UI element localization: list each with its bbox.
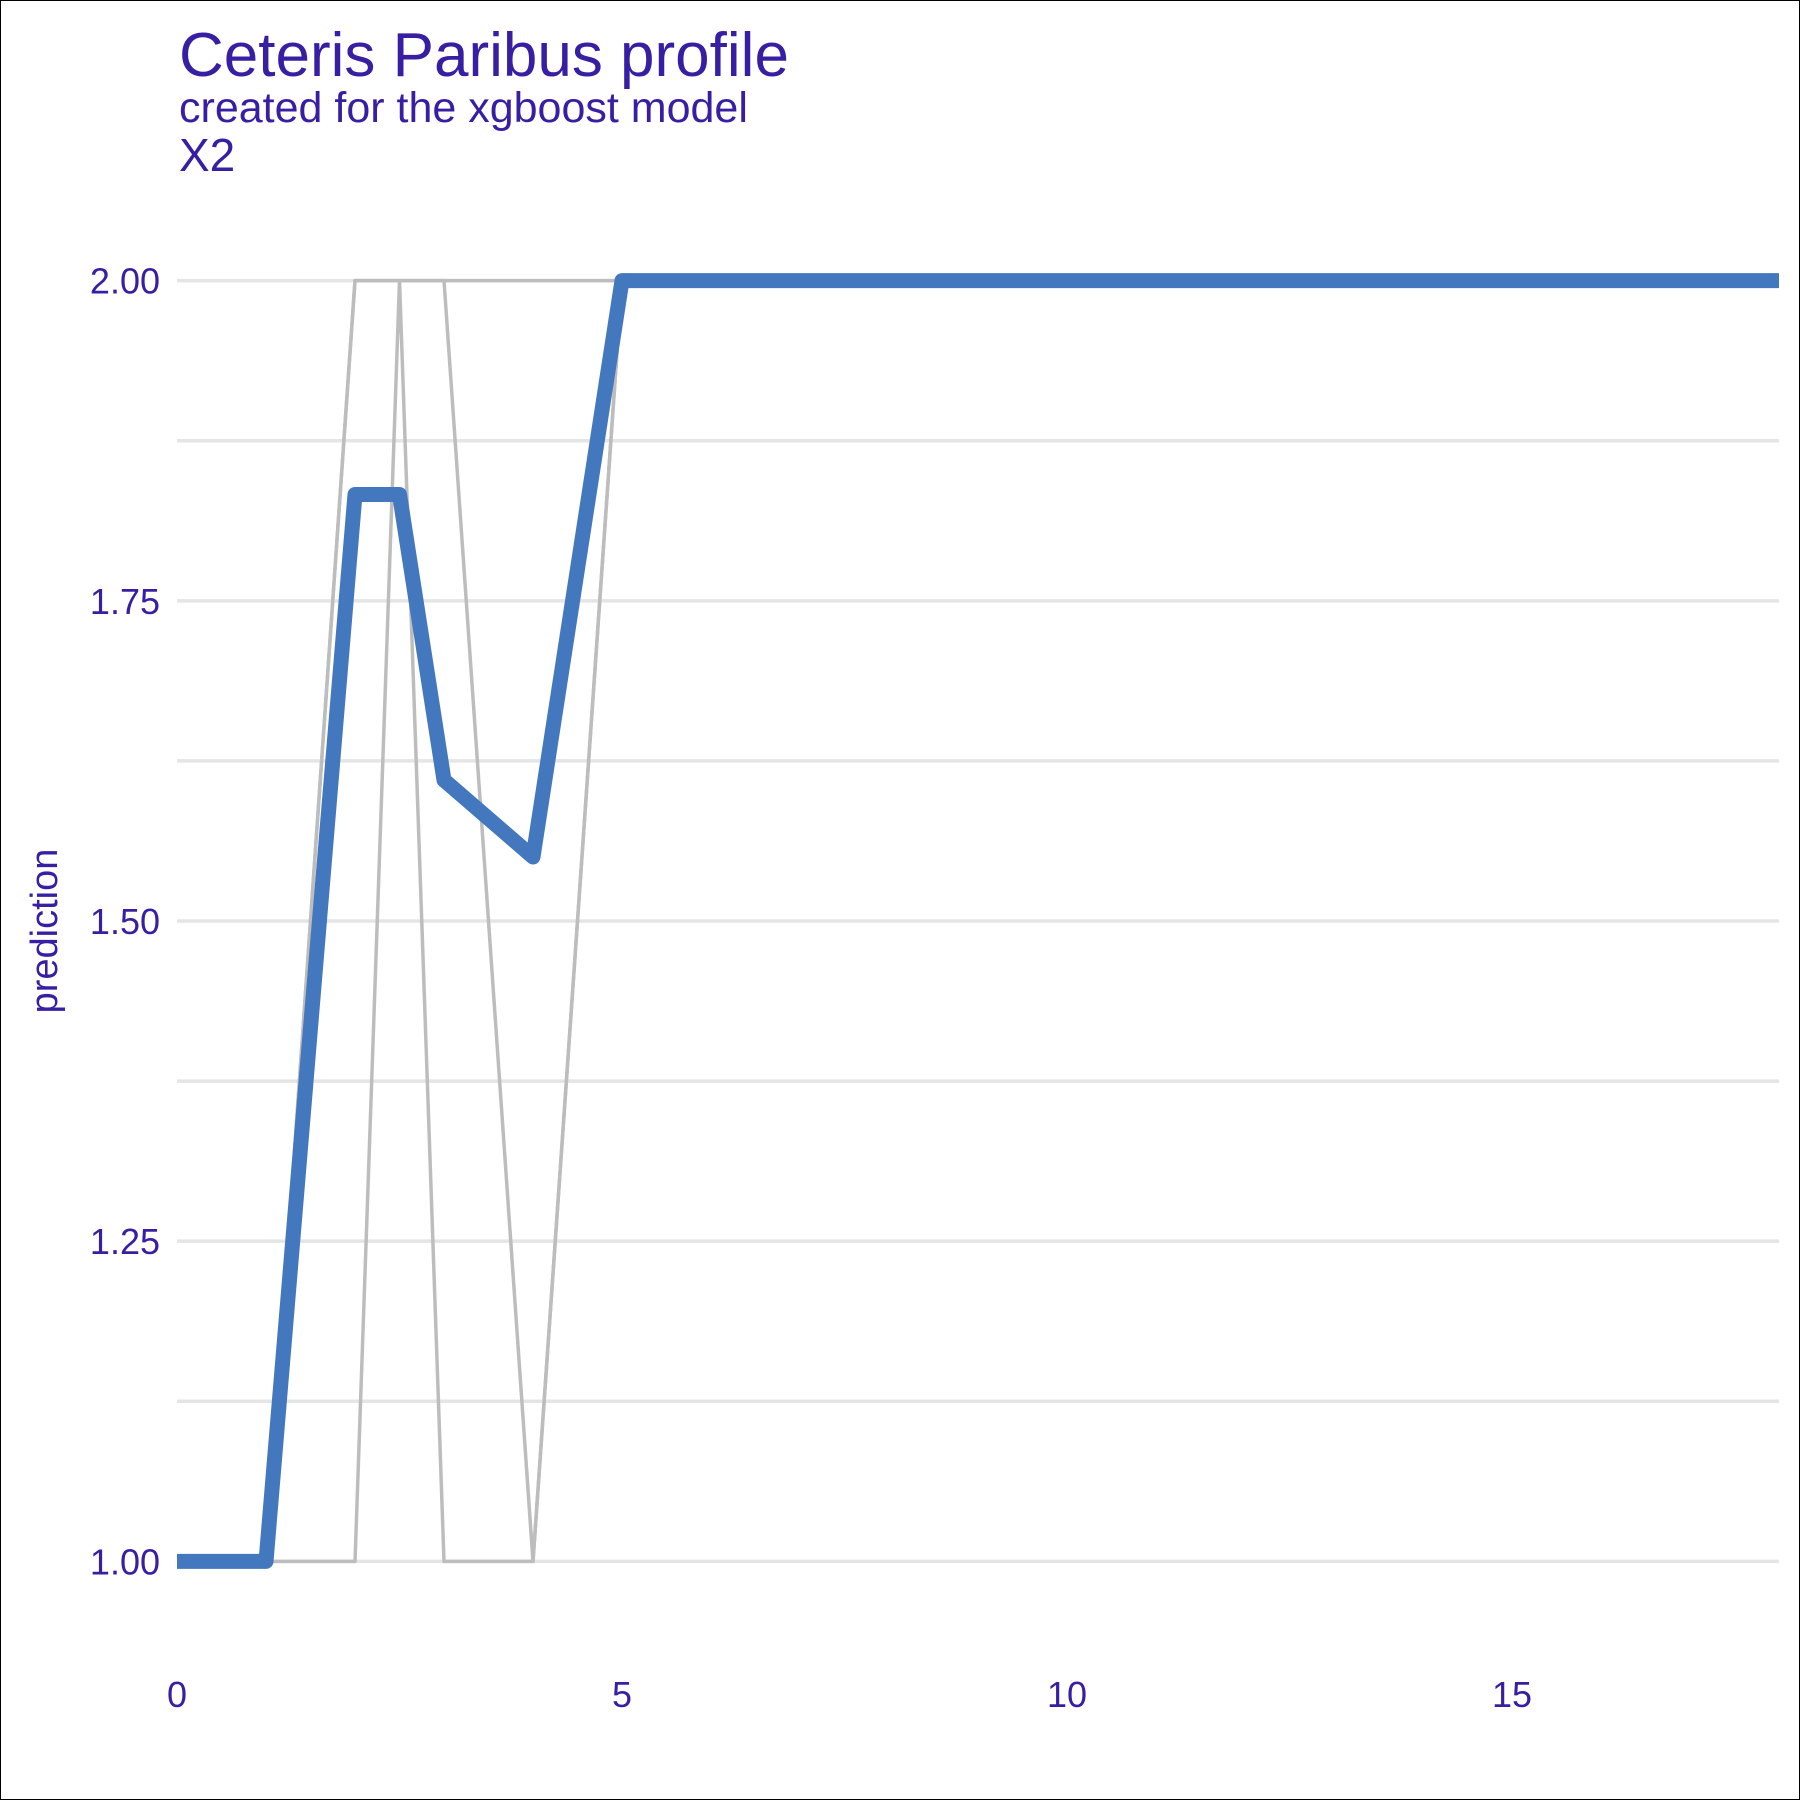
y-tick-label: 1.50 xyxy=(90,901,160,942)
y-tick-label: 1.75 xyxy=(90,581,160,622)
series-lines xyxy=(177,273,1779,1569)
panel-strip-label: X2 xyxy=(179,129,235,181)
x-axis-ticks: 0 5 10 15 xyxy=(167,1674,1532,1715)
y-axis-label: prediction xyxy=(24,849,66,1014)
x-tick-label: 15 xyxy=(1492,1674,1532,1715)
y-tick-label: 1.00 xyxy=(90,1541,160,1582)
x-tick-label: 5 xyxy=(612,1674,632,1715)
main-profile-line xyxy=(177,273,1779,1569)
x-tick-label: 10 xyxy=(1047,1674,1087,1715)
x-tick-label: 0 xyxy=(167,1674,187,1715)
y-tick-label: 2.00 xyxy=(90,261,160,302)
y-axis-ticks: 1.00 1.25 1.50 1.75 2.00 xyxy=(90,261,160,1583)
chart-subtitle: created for the xgboost model xyxy=(179,84,748,132)
y-tick-label: 1.25 xyxy=(90,1221,160,1262)
chart-title: Ceteris Paribus profile xyxy=(179,21,789,90)
gridlines xyxy=(177,278,1779,1564)
